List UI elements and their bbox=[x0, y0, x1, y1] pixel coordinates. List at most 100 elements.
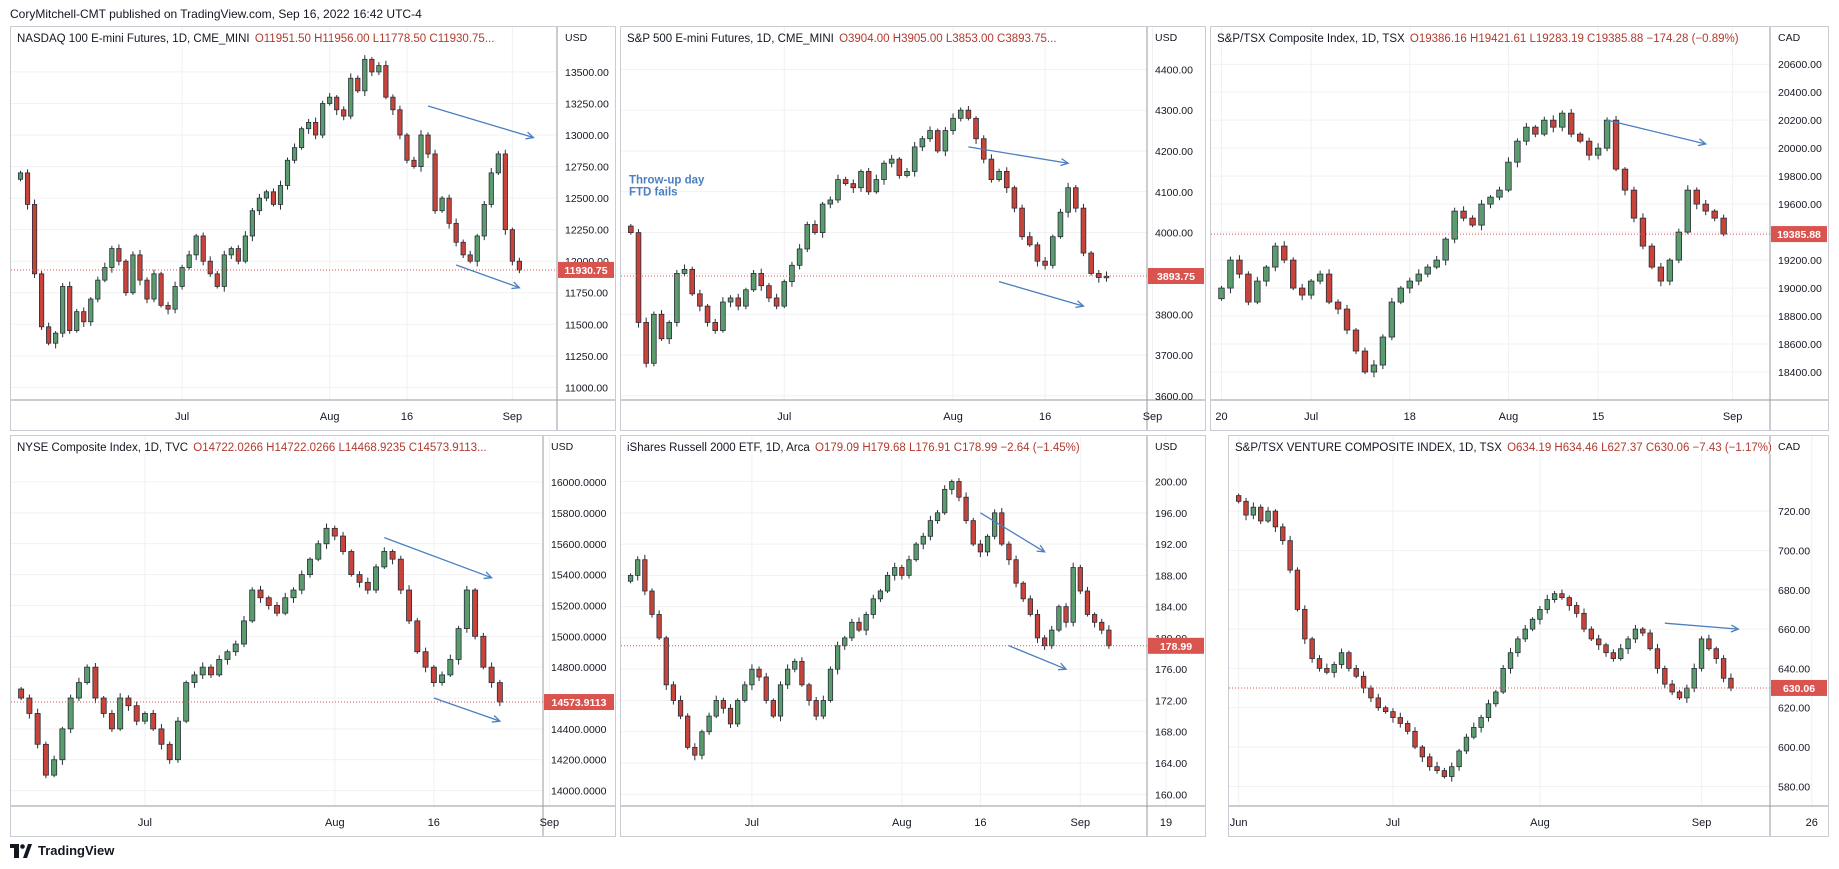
candle bbox=[117, 693, 124, 731]
chart-panel-tsx-venture[interactable]: 580.00 600.00 620.00 640.00 660.00 680.00 700.… bbox=[1228, 435, 1829, 837]
chart-title[interactable]: NYSE Composite Index, 1D, TVC O14722.026… bbox=[17, 442, 487, 454]
last-price-tag bbox=[1771, 226, 1827, 243]
candle bbox=[1263, 264, 1270, 287]
candle bbox=[849, 618, 855, 642]
candle bbox=[390, 94, 396, 115]
candle bbox=[1505, 157, 1512, 193]
trend-arrow[interactable] bbox=[1664, 622, 1740, 633]
candle bbox=[100, 695, 107, 718]
candle bbox=[509, 227, 515, 266]
chart-panel-nyse[interactable]: 14000.000014200.000014400.000014600.0000… bbox=[10, 435, 616, 837]
candle bbox=[495, 151, 501, 175]
trend-arrow[interactable] bbox=[1606, 119, 1708, 147]
candle bbox=[681, 264, 688, 277]
candle bbox=[150, 710, 157, 731]
candle bbox=[193, 233, 199, 261]
candle bbox=[743, 287, 749, 310]
candle bbox=[1522, 624, 1528, 643]
trend-arrow[interactable] bbox=[455, 264, 521, 290]
candle bbox=[1325, 269, 1333, 305]
candle bbox=[934, 128, 941, 154]
candle bbox=[670, 681, 677, 705]
trend-arrow[interactable] bbox=[433, 697, 502, 723]
chart-svg[interactable]: 18400.00 18600.00 18800.00 19000.00 19200.00… bbox=[1211, 27, 1828, 430]
candle bbox=[1424, 264, 1431, 278]
chart-panel-sp500[interactable]: 3600.003700.003800.003900.004000.004100.… bbox=[620, 26, 1206, 431]
chart-svg[interactable]: 580.00 600.00 620.00 640.00 660.00 680.00 700.… bbox=[1229, 436, 1828, 836]
candle bbox=[1379, 334, 1387, 370]
y-tick-label: 196.00 bbox=[1155, 508, 1187, 520]
candle bbox=[1397, 285, 1405, 305]
chart-svg[interactable]: 160.00164.00168.00172.00176.00180.00184.… bbox=[621, 436, 1205, 836]
candle bbox=[1235, 493, 1242, 504]
candle bbox=[1684, 185, 1691, 235]
candle bbox=[927, 515, 934, 541]
candle bbox=[766, 282, 772, 303]
chart-title[interactable]: NASDAQ 100 E-mini Futures, 1D, CME_MINI … bbox=[17, 33, 495, 45]
candle bbox=[1632, 624, 1639, 644]
candle bbox=[488, 662, 495, 688]
chart-panel-tsx[interactable]: 18400.00 18600.00 18800.00 19000.00 19200.00… bbox=[1210, 26, 1829, 431]
chart-title[interactable]: S&P/TSX VENTURE COMPOSITE INDEX, 1D, TSX… bbox=[1235, 442, 1772, 454]
trend-arrow[interactable] bbox=[427, 105, 535, 140]
candle bbox=[242, 231, 248, 264]
footer-brand[interactable]: TradingView bbox=[10, 843, 114, 858]
candle bbox=[411, 156, 417, 169]
chart-title[interactable]: iShares Russell 2000 ETF, 1D, Arca O179.… bbox=[627, 442, 1080, 454]
candle bbox=[850, 179, 857, 193]
chart-svg[interactable]: 3600.003700.003800.003900.004000.004100.… bbox=[621, 27, 1205, 430]
y-tick-label: 11750.00 bbox=[565, 288, 608, 300]
candle bbox=[1596, 634, 1602, 650]
candle bbox=[1265, 507, 1271, 524]
y-tick-label: 20400.00 bbox=[1778, 87, 1822, 99]
candle bbox=[1382, 705, 1389, 714]
candle bbox=[1346, 650, 1352, 672]
x-tick-label: 19 bbox=[1160, 817, 1172, 829]
candle bbox=[1460, 206, 1467, 222]
ohlc-l: L627.37 bbox=[1597, 442, 1643, 454]
chart-svg[interactable]: 14000.000014200.000014400.000014600.0000… bbox=[11, 436, 615, 836]
y-tick-label: 15200.0000 bbox=[551, 600, 607, 612]
candle bbox=[1245, 271, 1252, 306]
candle bbox=[658, 310, 665, 341]
chart-panel-nasdaq[interactable]: 11000.0011250.0011500.0011750.0012000.00… bbox=[10, 26, 616, 431]
chart-title[interactable]: S&P 500 E-mini Futures, 1D, CME_MINI O39… bbox=[627, 33, 1057, 45]
candle bbox=[988, 154, 995, 183]
last-price-tag bbox=[544, 694, 614, 711]
y-tick-label: 20600.00 bbox=[1778, 59, 1822, 71]
chart-panel-russell[interactable]: 160.00164.00168.00172.00176.00180.00184.… bbox=[620, 435, 1206, 837]
chart-svg[interactable]: 11000.0011250.0011500.0011750.0012000.00… bbox=[11, 27, 615, 430]
trend-arrow[interactable] bbox=[384, 536, 494, 580]
candle bbox=[699, 729, 705, 760]
ohlc-h: H14722.0266 bbox=[262, 442, 336, 454]
candle bbox=[1612, 115, 1620, 172]
x-tick-label: 18 bbox=[1404, 411, 1416, 423]
candle bbox=[858, 169, 864, 192]
currency-label: CAD bbox=[1778, 441, 1801, 453]
candle bbox=[1361, 347, 1369, 375]
candle bbox=[165, 301, 171, 315]
candle bbox=[1218, 285, 1225, 301]
candle bbox=[141, 711, 148, 725]
candle bbox=[116, 244, 122, 266]
y-tick-label: 4300.00 bbox=[1155, 105, 1193, 117]
ohlc-c: C630.06 bbox=[1642, 442, 1690, 454]
candle bbox=[689, 266, 695, 296]
candle bbox=[376, 62, 382, 76]
candle bbox=[1711, 209, 1718, 222]
candle bbox=[627, 573, 634, 584]
candle bbox=[306, 118, 312, 134]
trend-arrow[interactable] bbox=[968, 146, 1070, 167]
trend-arrow[interactable] bbox=[980, 512, 1046, 553]
x-tick-label: Jul bbox=[175, 411, 189, 423]
candle bbox=[1243, 497, 1249, 521]
trend-arrow[interactable] bbox=[1008, 645, 1068, 671]
candle bbox=[842, 176, 849, 186]
trend-arrow[interactable] bbox=[998, 280, 1085, 309]
chart-title[interactable]: S&P/TSX Composite Index, 1D, TSX O19386.… bbox=[1217, 33, 1739, 45]
candle bbox=[291, 143, 298, 164]
candle bbox=[502, 149, 508, 235]
candle bbox=[1532, 125, 1539, 138]
candle bbox=[133, 701, 140, 726]
candle bbox=[1669, 679, 1675, 696]
